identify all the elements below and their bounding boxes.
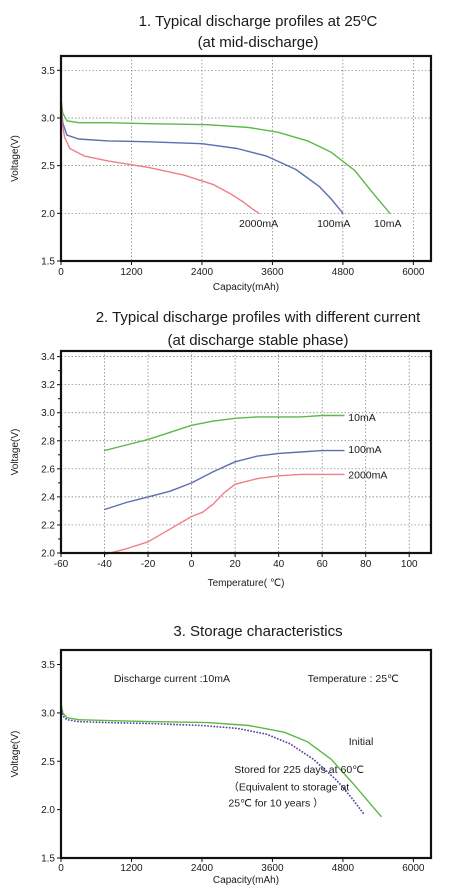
data-label: 100mA	[348, 444, 381, 456]
y-axis-label: Voltage(V)	[10, 429, 21, 476]
y-tick-label: 2.8	[41, 436, 55, 447]
x-tick-label: 1200	[120, 863, 143, 874]
y-axis-label: Voltage(V)	[10, 135, 21, 182]
y-tick-label: 1.5	[41, 854, 55, 865]
x-tick-label: 60	[317, 559, 329, 570]
x-tick-label: 4800	[332, 267, 355, 278]
series-line-initial	[60, 702, 382, 818]
x-tick-label: 20	[230, 559, 242, 570]
x-tick-label: 2400	[191, 863, 214, 874]
x-tick-label: 3600	[261, 267, 284, 278]
y-tick-label: 2.0	[41, 549, 55, 560]
x-tick-label: -40	[97, 559, 112, 570]
data-label: 2000mA	[239, 218, 278, 230]
data-label: （Equivalent to storage at	[228, 781, 349, 793]
y-tick-label: 2.0	[41, 209, 55, 220]
x-tick-label: 1200	[120, 267, 143, 278]
y-tick-label: 2.6	[41, 464, 55, 475]
x-axis-label: Capacity(mAh)	[213, 282, 279, 293]
y-axis-label: Voltage(V)	[10, 731, 21, 778]
data-label: 25℃ for 10 years ）	[228, 798, 323, 810]
chart-2: 2. Typical discharge profiles with diffe…	[10, 309, 433, 589]
y-tick-label: 2.4	[41, 492, 55, 503]
data-label: Stored for 225 days at 60℃	[234, 764, 364, 776]
chart-title-line: 2. Typical discharge profiles with diffe…	[96, 309, 421, 326]
data-label: Discharge current :10mA	[114, 673, 230, 685]
series-line-10ma	[103, 414, 345, 452]
y-tick-label: 3.0	[41, 113, 55, 124]
x-tick-label: 0	[189, 559, 195, 570]
series-line-2000ma	[103, 473, 345, 556]
x-tick-label: 2400	[191, 267, 214, 278]
series-line-10ma	[60, 98, 391, 214]
x-tick-label: 4800	[332, 863, 355, 874]
y-tick-label: 3.0	[41, 708, 55, 719]
y-tick-label: 2.5	[41, 757, 55, 768]
chart-title-line: 3. Storage characteristics	[173, 623, 342, 640]
data-label: 10mA	[374, 218, 401, 230]
x-axis-label: Capacity(mAh)	[213, 875, 279, 886]
x-tick-label: 6000	[402, 863, 425, 874]
chart-title-line: (at discharge stable phase)	[168, 332, 349, 349]
x-tick-label: -60	[54, 559, 69, 570]
y-tick-label: 3.4	[41, 352, 55, 363]
y-tick-label: 2.5	[41, 161, 55, 172]
data-label: 100mA	[317, 218, 350, 230]
x-tick-label: 6000	[402, 267, 425, 278]
chart-title-line: 1. Typical discharge profiles at 25ºC	[139, 13, 378, 30]
series-line-2000ma	[60, 93, 260, 214]
x-tick-label: 80	[360, 559, 372, 570]
x-tick-label: 40	[273, 559, 285, 570]
data-label: Initial	[349, 736, 374, 748]
series-line-100ma	[60, 103, 344, 214]
x-tick-label: 3600	[261, 863, 284, 874]
x-tick-label: -20	[141, 559, 156, 570]
y-tick-label: 3.2	[41, 380, 55, 391]
y-tick-label: 3.5	[41, 660, 55, 671]
plot-frame	[59, 648, 433, 860]
y-tick-label: 2.2	[41, 520, 55, 531]
series-line-100ma	[103, 449, 345, 511]
y-tick-label: 3.5	[41, 66, 55, 77]
chart-3: 3. Storage characteristics 0 1200 2400 3600 4…	[10, 623, 433, 886]
y-tick-label: 1.5	[41, 257, 55, 268]
x-tick-label: 100	[401, 559, 418, 570]
series-line-stored-for-225-days-at-60-	[60, 707, 365, 815]
chart-title-line: (at mid-discharge)	[198, 34, 319, 51]
x-tick-label: 0	[58, 267, 64, 278]
plot-frame	[59, 54, 433, 263]
data-label: 2000mA	[348, 469, 387, 481]
data-label: Temperature : 25℃	[308, 673, 399, 685]
plot-frame	[59, 349, 433, 555]
x-tick-label: 0	[58, 863, 64, 874]
data-label: 10mA	[348, 412, 375, 424]
y-tick-label: 2.0	[41, 805, 55, 816]
chart-1: 1. Typical discharge profiles at 25ºC (at…	[10, 13, 433, 293]
x-axis-label: Temperature( ℃)	[208, 578, 285, 589]
y-tick-label: 3.0	[41, 408, 55, 419]
